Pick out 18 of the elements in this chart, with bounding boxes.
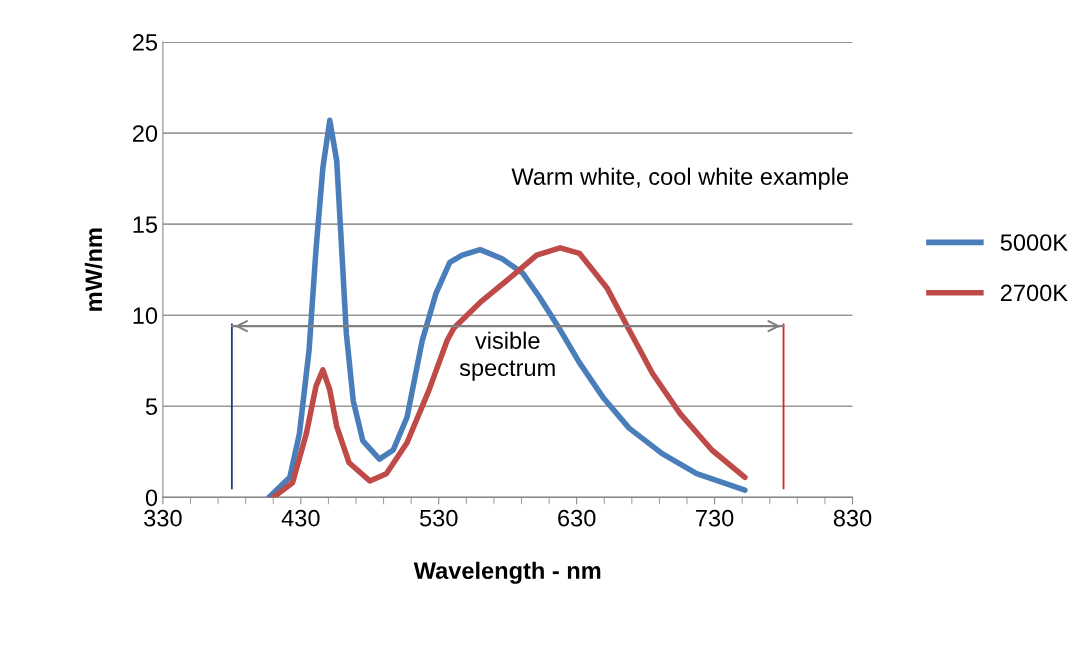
y-tick-label: 25	[132, 34, 158, 51]
x-tick-label: 330	[144, 509, 182, 527]
legend-label: 2700K	[1000, 284, 1068, 302]
y-tick-label: 0	[145, 489, 158, 507]
y-axis-title: mW/nm	[84, 228, 103, 311]
x-tick-label: 830	[833, 509, 872, 527]
annotation: Warm white, cool white example	[511, 167, 849, 190]
x-tick-label: 430	[281, 509, 320, 527]
x-tick-label: 530	[419, 509, 458, 527]
y-tick-label: 5	[145, 398, 158, 416]
y-tick-label: 10	[133, 307, 158, 325]
x-axis-title: Wavelength - nm	[413, 561, 601, 584]
annotation: visible spectrum	[459, 331, 555, 381]
y-tick-label: 20	[132, 125, 158, 142]
y-tick-label: 15	[133, 216, 158, 233]
legend-label: 5000K	[1000, 234, 1068, 251]
x-tick-label: 730	[696, 509, 734, 527]
x-tick-label: 630	[558, 509, 596, 527]
